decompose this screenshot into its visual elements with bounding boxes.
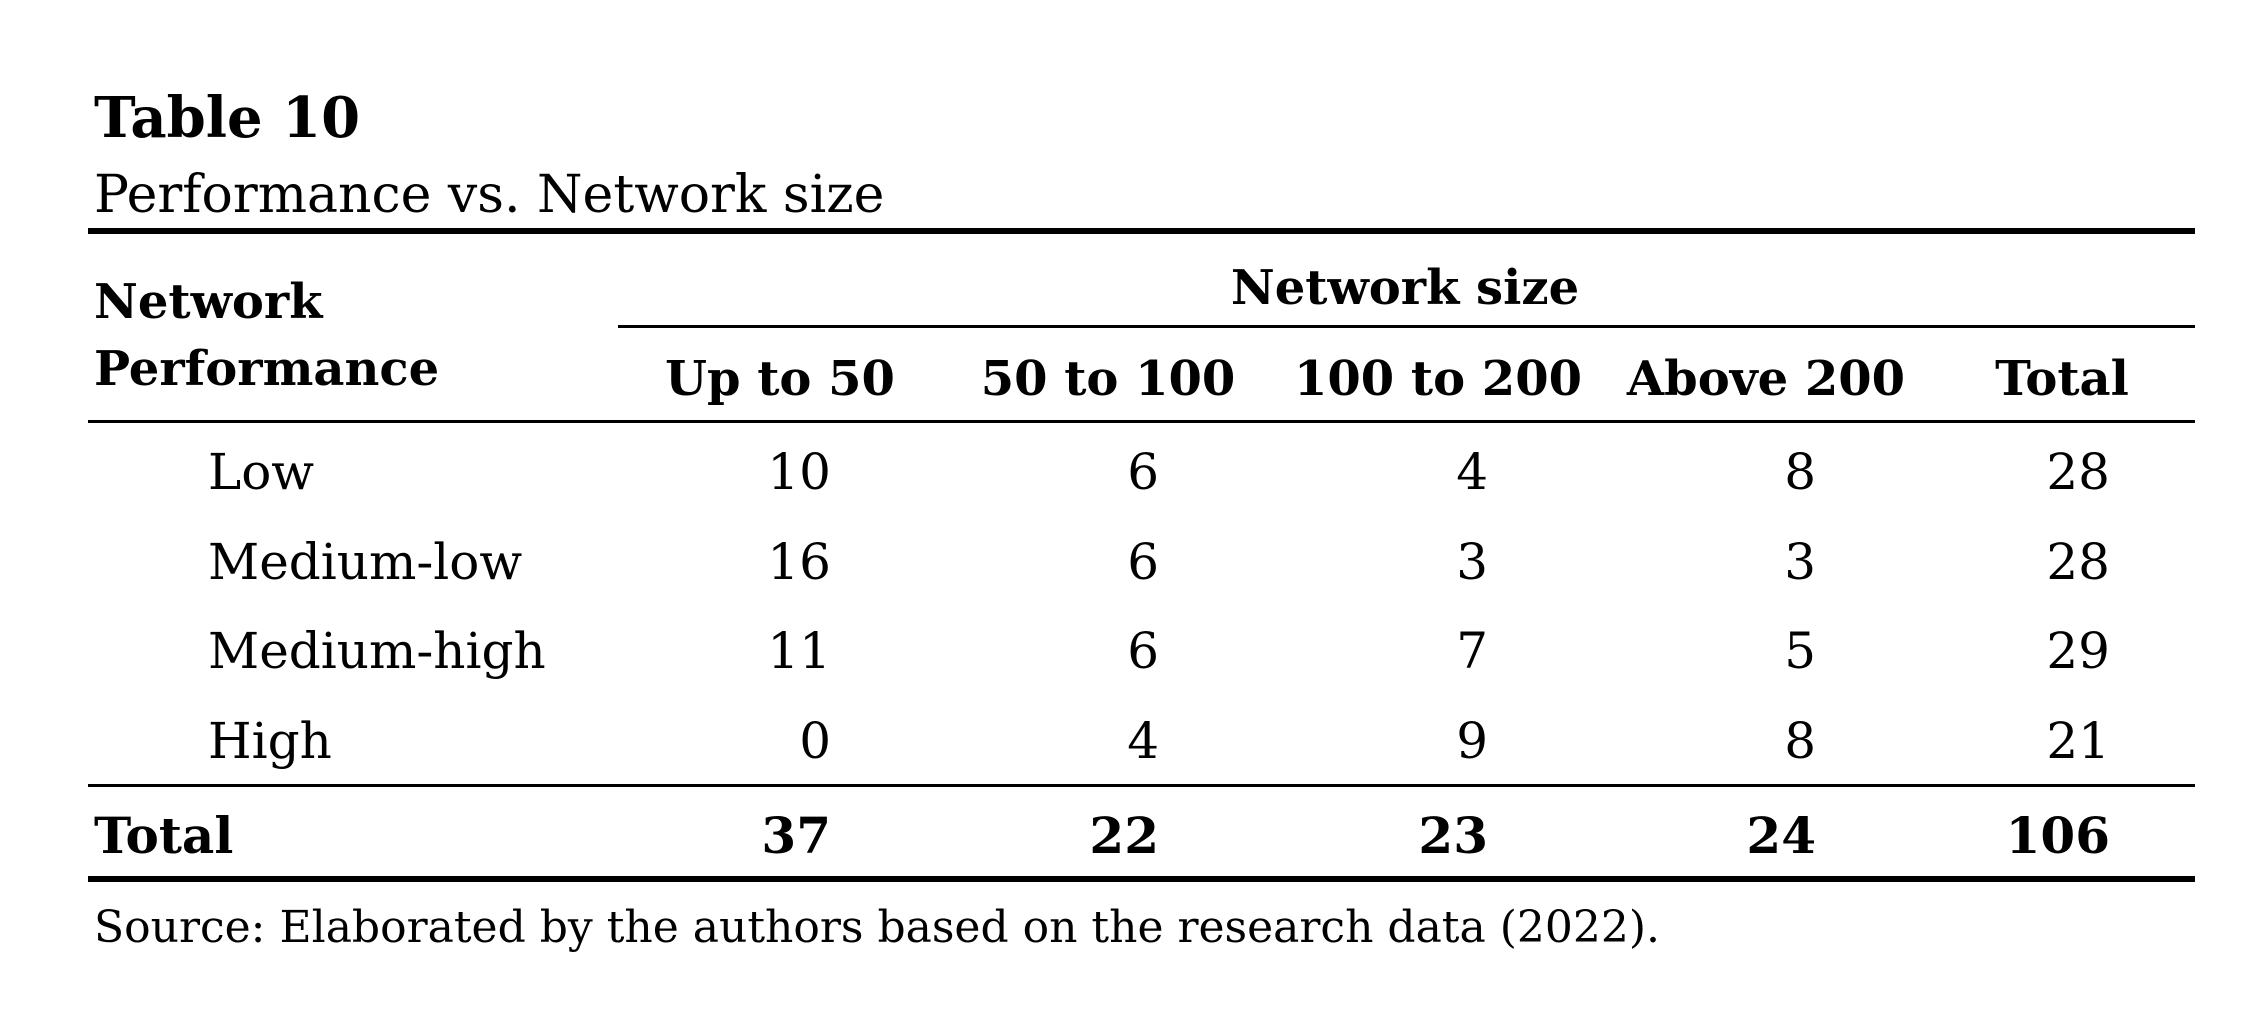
- cell: 0: [799, 712, 831, 770]
- cell: 10: [767, 443, 831, 501]
- cell: 28: [2046, 533, 2110, 591]
- cell: 6: [1127, 533, 1159, 591]
- bottom-rule: [88, 876, 2195, 882]
- source-note: Source: Elaborated by the authors based …: [94, 902, 1660, 953]
- total-cell: 106: [2006, 806, 2110, 865]
- cell: 8: [1784, 443, 1816, 501]
- total-label: Total: [94, 806, 233, 865]
- cell: 3: [1456, 533, 1488, 591]
- column-header: Up to 50: [665, 351, 895, 407]
- stub-header: Network: [94, 274, 324, 330]
- cell: 4: [1127, 712, 1159, 770]
- cell: 28: [2046, 443, 2110, 501]
- row-label: Medium-high: [208, 622, 546, 680]
- cell: 11: [767, 622, 831, 680]
- total-cell: 37: [761, 806, 831, 865]
- cell: 21: [2046, 712, 2110, 770]
- column-header: 50 to 100: [981, 351, 1236, 407]
- cell: 5: [1784, 622, 1816, 680]
- top-rule: [88, 228, 2195, 234]
- cell: 6: [1127, 443, 1159, 501]
- column-header: Total: [1995, 351, 2129, 407]
- cell: 6: [1127, 622, 1159, 680]
- row-label: High: [208, 712, 332, 770]
- total-cell: 22: [1089, 806, 1159, 865]
- cell: 29: [2046, 622, 2110, 680]
- table-number: Table 10: [94, 85, 360, 151]
- cell: 4: [1456, 443, 1488, 501]
- stub-header: Performance: [94, 341, 439, 397]
- column-header: Above 200: [1626, 351, 1905, 407]
- cell: 16: [767, 533, 831, 591]
- cell: 9: [1456, 712, 1488, 770]
- cell: 8: [1784, 712, 1816, 770]
- cell: 3: [1784, 533, 1816, 591]
- table-caption: Performance vs. Network size: [94, 165, 884, 225]
- row-label: Medium-low: [208, 533, 522, 591]
- column-header: 100 to 200: [1294, 351, 1582, 407]
- cell: 7: [1456, 622, 1488, 680]
- header-rule: [88, 420, 2195, 423]
- total-rule: [88, 784, 2195, 787]
- total-cell: 23: [1418, 806, 1488, 865]
- spanner-rule: [618, 325, 2195, 328]
- total-cell: 24: [1746, 806, 1816, 865]
- spanner-header: Network size: [1231, 260, 1579, 316]
- row-label: Low: [208, 443, 314, 501]
